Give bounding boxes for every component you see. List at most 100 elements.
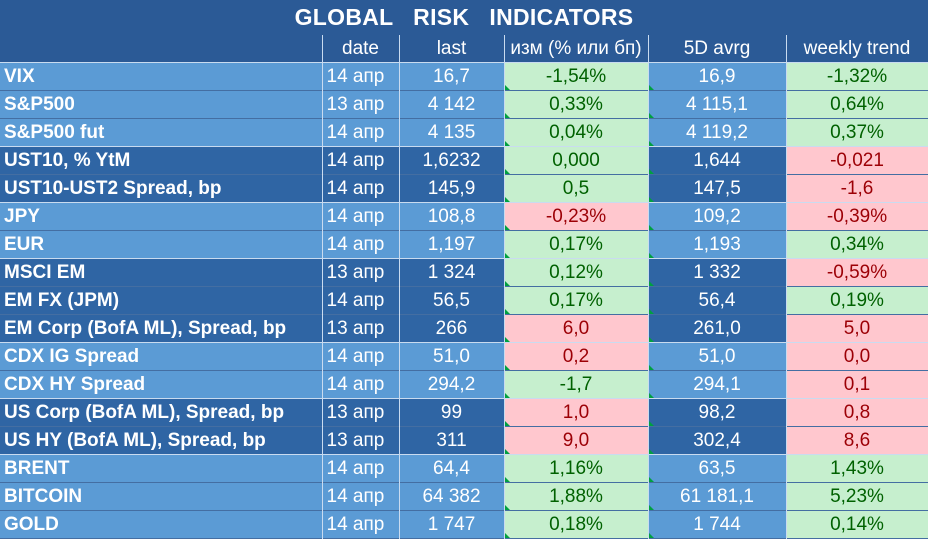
row-name-cell: EM FX (JPM) — [0, 286, 323, 315]
row-last-cell: 311 — [399, 426, 505, 455]
row-weekly-trend-cell: 1,43% — [786, 454, 928, 483]
row-5d-avg-cell: 1,193 — [648, 230, 787, 259]
row-name-cell: CDX HY Spread — [0, 370, 323, 399]
table-row: GOLD 14 апр 1 747 0,18% 1 744 0,14% — [0, 510, 928, 539]
row-weekly-trend-cell: 0,1 — [786, 370, 928, 399]
row-5d-avg-cell: 261,0 — [648, 314, 787, 343]
row-weekly-trend-cell: -1,32% — [786, 62, 928, 91]
row-last-cell: 266 — [399, 314, 505, 343]
table-row: BITCOIN 14 апр 64 382 1,88% 61 181,1 5,23% — [0, 482, 928, 511]
row-name-cell: JPY — [0, 202, 323, 231]
row-5d-avg-cell: 61 181,1 — [648, 482, 787, 511]
row-5d-avg-cell: 63,5 — [648, 454, 787, 483]
sheet-title: GLOBAL RISK INDICATORS — [0, 0, 928, 35]
row-last-cell: 1 747 — [399, 510, 505, 539]
table-row: CDX HY Spread 14 апр 294,2 -1,7 294,1 0,1 — [0, 370, 928, 399]
header-cell-weekly-trend: weekly trend — [786, 35, 928, 63]
row-last-cell: 4 135 — [399, 118, 505, 147]
row-weekly-trend-cell: 0,19% — [786, 286, 928, 315]
row-name-cell: US HY (BofA ML), Spread, bp — [0, 426, 323, 455]
row-date-cell: 14 апр — [322, 342, 400, 371]
row-change-cell: 0,04% — [504, 118, 649, 147]
table-row: CDX IG Spread 14 апр 51,0 0,2 51,0 0,0 — [0, 342, 928, 371]
row-change-cell: -0,23% — [504, 202, 649, 231]
row-weekly-trend-cell: 0,8 — [786, 398, 928, 427]
row-change-cell: 9,0 — [504, 426, 649, 455]
row-last-cell: 145,9 — [399, 174, 505, 203]
row-5d-avg-cell: 147,5 — [648, 174, 787, 203]
table-body: VIX 14 апр 16,7 -1,54% 16,9 -1,32% S&P500 13 ап… — [0, 62, 928, 539]
row-last-cell: 51,0 — [399, 342, 505, 371]
row-change-cell: 0,2 — [504, 342, 649, 371]
row-5d-avg-cell: 56,4 — [648, 286, 787, 315]
row-name-cell: S&P500 — [0, 90, 323, 119]
row-name-cell: EM Corp (BofA ML), Spread, bp — [0, 314, 323, 343]
row-change-cell: -1,7 — [504, 370, 649, 399]
row-last-cell: 64 382 — [399, 482, 505, 511]
table-row: MSCI EM 13 апр 1 324 0,12% 1 332 -0,59% — [0, 258, 928, 287]
row-change-cell: -1,54% — [504, 62, 649, 91]
row-last-cell: 4 142 — [399, 90, 505, 119]
row-date-cell: 13 апр — [322, 258, 400, 287]
row-weekly-trend-cell: 0,14% — [786, 510, 928, 539]
row-change-cell: 6,0 — [504, 314, 649, 343]
row-weekly-trend-cell: 0,64% — [786, 90, 928, 119]
row-date-cell: 14 апр — [322, 146, 400, 175]
row-5d-avg-cell: 51,0 — [648, 342, 787, 371]
row-change-cell: 0,17% — [504, 286, 649, 315]
row-date-cell: 14 апр — [322, 62, 400, 91]
row-last-cell: 294,2 — [399, 370, 505, 399]
row-change-cell: 1,88% — [504, 482, 649, 511]
row-date-cell: 13 апр — [322, 426, 400, 455]
header-cell-date: date — [322, 35, 400, 63]
row-5d-avg-cell: 1 744 — [648, 510, 787, 539]
row-change-cell: 0,12% — [504, 258, 649, 287]
row-weekly-trend-cell: -0,59% — [786, 258, 928, 287]
row-date-cell: 14 апр — [322, 510, 400, 539]
row-weekly-trend-cell: 8,6 — [786, 426, 928, 455]
row-date-cell: 13 апр — [322, 314, 400, 343]
row-last-cell: 99 — [399, 398, 505, 427]
row-weekly-trend-cell: 0,37% — [786, 118, 928, 147]
row-change-cell: 0,000 — [504, 146, 649, 175]
row-5d-avg-cell: 98,2 — [648, 398, 787, 427]
table-row: EUR 14 апр 1,197 0,17% 1,193 0,34% — [0, 230, 928, 259]
row-5d-avg-cell: 1 332 — [648, 258, 787, 287]
row-date-cell: 13 апр — [322, 90, 400, 119]
row-date-cell: 14 апр — [322, 230, 400, 259]
row-change-cell: 1,16% — [504, 454, 649, 483]
header-row: date last изм (% или бп) 5D avrg weekly … — [0, 35, 928, 63]
row-name-cell: UST10-UST2 Spread, bp — [0, 174, 323, 203]
row-5d-avg-cell: 109,2 — [648, 202, 787, 231]
row-date-cell: 14 апр — [322, 118, 400, 147]
table-row: S&P500 fut 14 апр 4 135 0,04% 4 119,2 0,37% — [0, 118, 928, 147]
row-5d-avg-cell: 4 119,2 — [648, 118, 787, 147]
row-date-cell: 14 апр — [322, 174, 400, 203]
table-row: US HY (BofA ML), Spread, bp 13 апр 311 9,0 3… — [0, 426, 928, 455]
header-cell-last: last — [399, 35, 505, 63]
header-cell-name — [0, 35, 323, 63]
row-change-cell: 0,18% — [504, 510, 649, 539]
row-weekly-trend-cell: 0,34% — [786, 230, 928, 259]
table-row: JPY 14 апр 108,8 -0,23% 109,2 -0,39% — [0, 202, 928, 231]
row-last-cell: 1,6232 — [399, 146, 505, 175]
indicators-table: date last изм (% или бп) 5D avrg weekly … — [0, 35, 928, 539]
row-change-cell: 1,0 — [504, 398, 649, 427]
row-weekly-trend-cell: -1,6 — [786, 174, 928, 203]
row-date-cell: 14 апр — [322, 454, 400, 483]
header-cell-5d-avg: 5D avrg — [648, 35, 787, 63]
row-5d-avg-cell: 16,9 — [648, 62, 787, 91]
table-row: UST10-UST2 Spread, bp 14 апр 145,9 0,5 147,5… — [0, 174, 928, 203]
row-5d-avg-cell: 302,4 — [648, 426, 787, 455]
table-row: US Corp (BofA ML), Spread, bp 13 апр 99 1,0… — [0, 398, 928, 427]
table-row: S&P500 13 апр 4 142 0,33% 4 115,1 0,64% — [0, 90, 928, 119]
row-weekly-trend-cell: -0,39% — [786, 202, 928, 231]
table-row: EM Corp (BofA ML), Spread, bp 13 апр 266 6,… — [0, 314, 928, 343]
row-name-cell: US Corp (BofA ML), Spread, bp — [0, 398, 323, 427]
row-date-cell: 14 апр — [322, 202, 400, 231]
table-row: UST10, % YtM 14 апр 1,6232 0,000 1,644 -0,021 — [0, 146, 928, 175]
row-weekly-trend-cell: 5,23% — [786, 482, 928, 511]
row-last-cell: 1 324 — [399, 258, 505, 287]
row-date-cell: 14 апр — [322, 482, 400, 511]
row-change-cell: 0,5 — [504, 174, 649, 203]
